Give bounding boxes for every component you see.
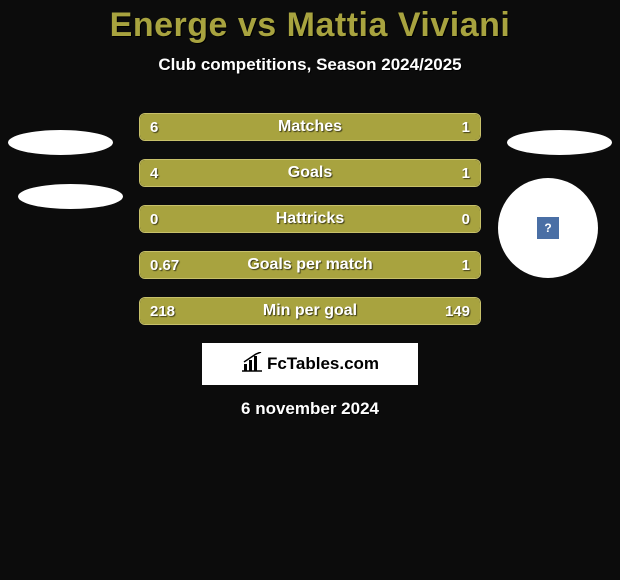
value-right: 1	[462, 160, 470, 186]
stat-row-gpm: 0.67 Goals per match 1	[139, 251, 481, 279]
value-right: 149	[445, 298, 470, 324]
stat-row-hattricks: 0 Hattricks 0	[139, 205, 481, 233]
subtitle: Club competitions, Season 2024/2025	[0, 55, 620, 75]
brand-box[interactable]: FcTables.com	[202, 343, 418, 385]
value-left: 0	[150, 206, 158, 232]
stat-row-matches: 6 Matches 1	[139, 113, 481, 141]
bar-left	[140, 298, 480, 324]
bar-left	[140, 160, 480, 186]
value-right: 1	[462, 252, 470, 278]
chart-area: 6 Matches 1 4 Goals 1 0 Hattricks 0 0.67…	[0, 113, 620, 419]
stat-row-mpg: 218 Min per goal 149	[139, 297, 481, 325]
value-right: 1	[462, 114, 470, 140]
date-label: 6 november 2024	[0, 399, 620, 419]
value-left: 0.67	[150, 252, 179, 278]
bar-chart-icon	[241, 352, 263, 377]
value-left: 218	[150, 298, 175, 324]
value-left: 4	[150, 160, 158, 186]
comparison-widget: Energe vs Mattia Viviani Club competitio…	[0, 6, 620, 580]
bar-left	[140, 114, 398, 140]
stat-row-goals: 4 Goals 1	[139, 159, 481, 187]
bar-left	[140, 206, 480, 232]
bar-left	[140, 252, 419, 278]
bar-right	[419, 252, 480, 278]
brand-text: FcTables.com	[267, 354, 379, 374]
value-left: 6	[150, 114, 158, 140]
page-title: Energe vs Mattia Viviani	[0, 6, 620, 45]
value-right: 0	[462, 206, 470, 232]
